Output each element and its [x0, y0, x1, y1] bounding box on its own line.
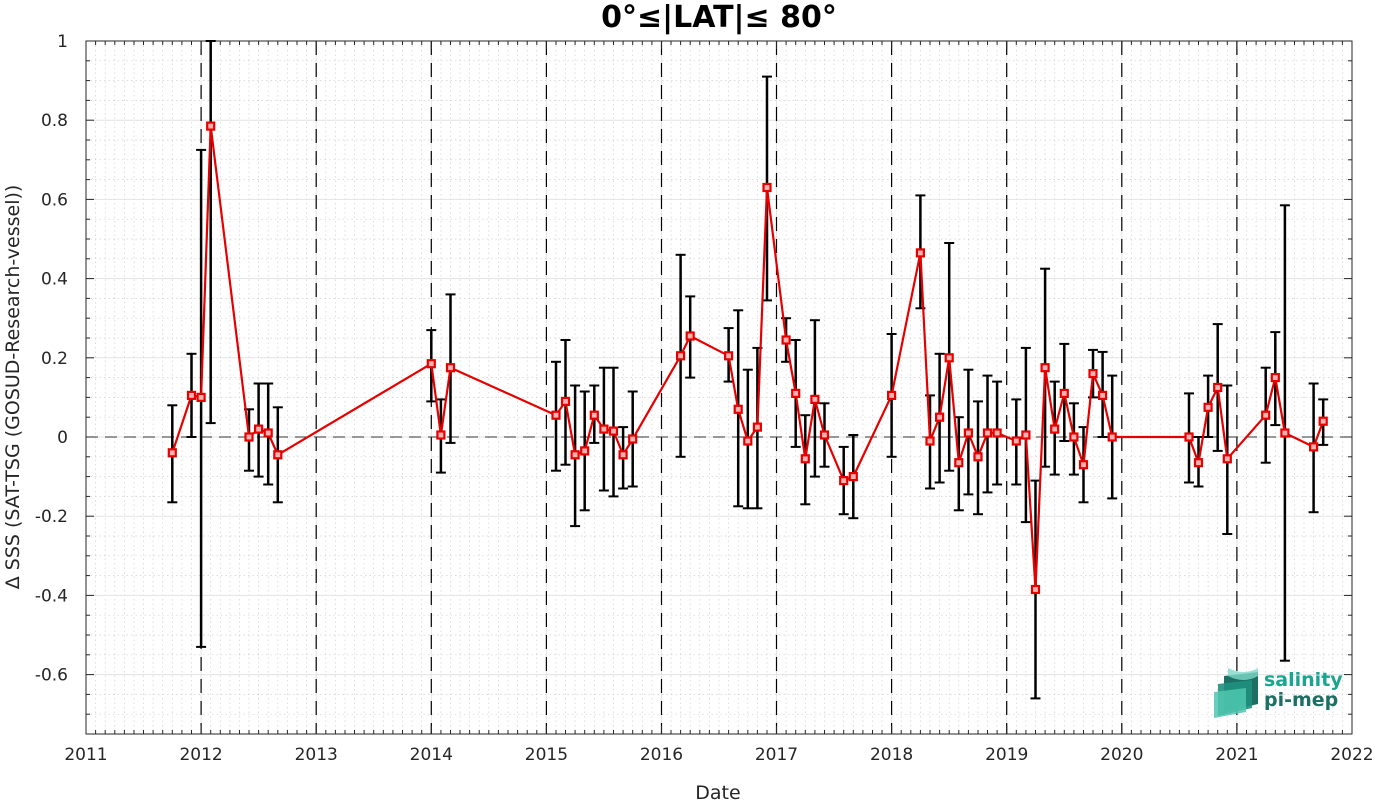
y-tick-label: 0.8: [41, 111, 68, 131]
data-point-marker: [1308, 442, 1319, 452]
data-point-marker: [743, 436, 753, 446]
x-tick-label: 2011: [64, 745, 107, 765]
data-point-marker: [445, 363, 456, 373]
chart-title: 0°≤|LAT|≤ 80°: [601, 0, 837, 35]
data-point-marker: [685, 331, 695, 341]
data-point-marker: [675, 351, 686, 361]
data-point-marker: [1193, 458, 1204, 468]
x-tick-label: 2022: [1330, 745, 1373, 765]
x-tick-label: 2019: [985, 745, 1028, 765]
data-point-marker: [1213, 382, 1223, 393]
x-tick-label: 2012: [179, 745, 222, 765]
data-point-marker: [618, 450, 628, 460]
data-point-marker: [551, 410, 561, 420]
logo-text-line1: salinity: [1264, 669, 1343, 691]
data-point-marker: [944, 353, 954, 363]
x-tick-label: 2018: [870, 745, 913, 765]
data-point-marker: [752, 422, 763, 432]
data-point-marker: [819, 430, 830, 440]
data-point-marker: [1222, 454, 1232, 464]
data-point-marker: [263, 428, 273, 438]
data-point-marker: [1107, 432, 1117, 442]
data-point-marker: [1318, 416, 1328, 426]
data-point-marker: [196, 392, 206, 402]
data-point-marker: [1088, 369, 1098, 379]
data-point-marker: [762, 182, 772, 193]
axis-ticks: [85, 40, 1353, 734]
data-point-marker: [963, 428, 974, 438]
y-tick-label: -0.4: [35, 586, 68, 606]
data-point-marker: [1097, 390, 1108, 400]
y-tick-label: 0.4: [41, 270, 68, 290]
data-point-marker: [599, 424, 609, 434]
data-point-marker: [1011, 436, 1021, 446]
data-point-marker: [733, 404, 743, 414]
data-point-marker: [1040, 363, 1050, 373]
y-tick-label: 1: [57, 32, 68, 52]
x-tick-label: 2013: [295, 745, 338, 765]
data-point-marker: [254, 424, 264, 434]
x-tick-label: 2017: [755, 745, 798, 765]
x-tick-label: 2020: [1100, 745, 1143, 765]
y-tick-label: -0.2: [35, 507, 68, 527]
data-point-marker: [1078, 460, 1089, 470]
data-point-marker: [1261, 410, 1271, 420]
data-point-marker: [934, 412, 945, 422]
data-point-marker: [1280, 428, 1290, 438]
data-point-marker: [167, 448, 177, 458]
data-point-marker: [608, 426, 619, 436]
data-point-marker: [1050, 424, 1060, 434]
wave-logo-icon: [1214, 668, 1258, 718]
data-point-marker: [982, 428, 993, 438]
data-point-marker: [1030, 584, 1041, 595]
x-tick-label: 2016: [640, 745, 683, 765]
data-point-marker: [791, 388, 801, 398]
data-point-marker: [1021, 430, 1031, 440]
tick-labels: 2011 2012 2013 2014 2015 2016 2017 2018 2019 2020…: [35, 32, 1374, 765]
data-point-marker: [426, 359, 436, 369]
data-point-marker: [580, 446, 590, 456]
data-point-marker: [810, 394, 820, 404]
data-point-marker: [206, 121, 216, 131]
data-point-marker: [244, 432, 254, 442]
data-point-marker: [570, 450, 580, 460]
data-point-marker: [886, 390, 897, 400]
data-point-marker: [781, 335, 791, 345]
x-tick-label: 2021: [1215, 745, 1258, 765]
year-dividers: [200, 41, 1238, 734]
data-point-marker: [1203, 402, 1213, 412]
logo-text-line2: pi-mep: [1264, 689, 1338, 711]
data-point-marker: [973, 452, 983, 462]
data-point-marker: [589, 410, 599, 420]
data-point-marker: [992, 428, 1002, 438]
y-tick-label: -0.6: [35, 666, 68, 686]
salinity-pimep-logo: salinity pi-mep: [1214, 668, 1343, 718]
data-point-marker: [1069, 432, 1079, 442]
x-axis-label: Date: [695, 782, 740, 801]
data-point-marker: [560, 396, 571, 406]
data-point-marker: [954, 458, 964, 468]
data-point-marker: [1184, 432, 1194, 442]
series-markers: [167, 121, 1328, 595]
data-point-marker: [925, 436, 935, 446]
data-point-marker: [723, 351, 734, 361]
data-point-marker: [628, 434, 638, 444]
data-point-marker: [1270, 373, 1280, 383]
data-point-marker: [848, 472, 858, 482]
data-point-marker: [915, 248, 926, 258]
y-tick-label: 0.2: [41, 349, 68, 369]
data-point-marker: [273, 450, 283, 460]
y-axis-label: Δ SSS (SAT-TSG (GOSUD-Research-vessel)): [2, 185, 24, 590]
x-tick-label: 2015: [525, 745, 568, 765]
y-tick-label: 0: [57, 428, 68, 448]
data-point-marker: [839, 476, 849, 486]
y-tick-label: 0.6: [41, 190, 68, 210]
data-point-marker: [800, 454, 810, 464]
data-point-marker: [436, 430, 446, 440]
data-point-marker: [1059, 388, 1069, 398]
data-point-marker: [186, 390, 197, 400]
x-tick-label: 2014: [410, 745, 453, 765]
